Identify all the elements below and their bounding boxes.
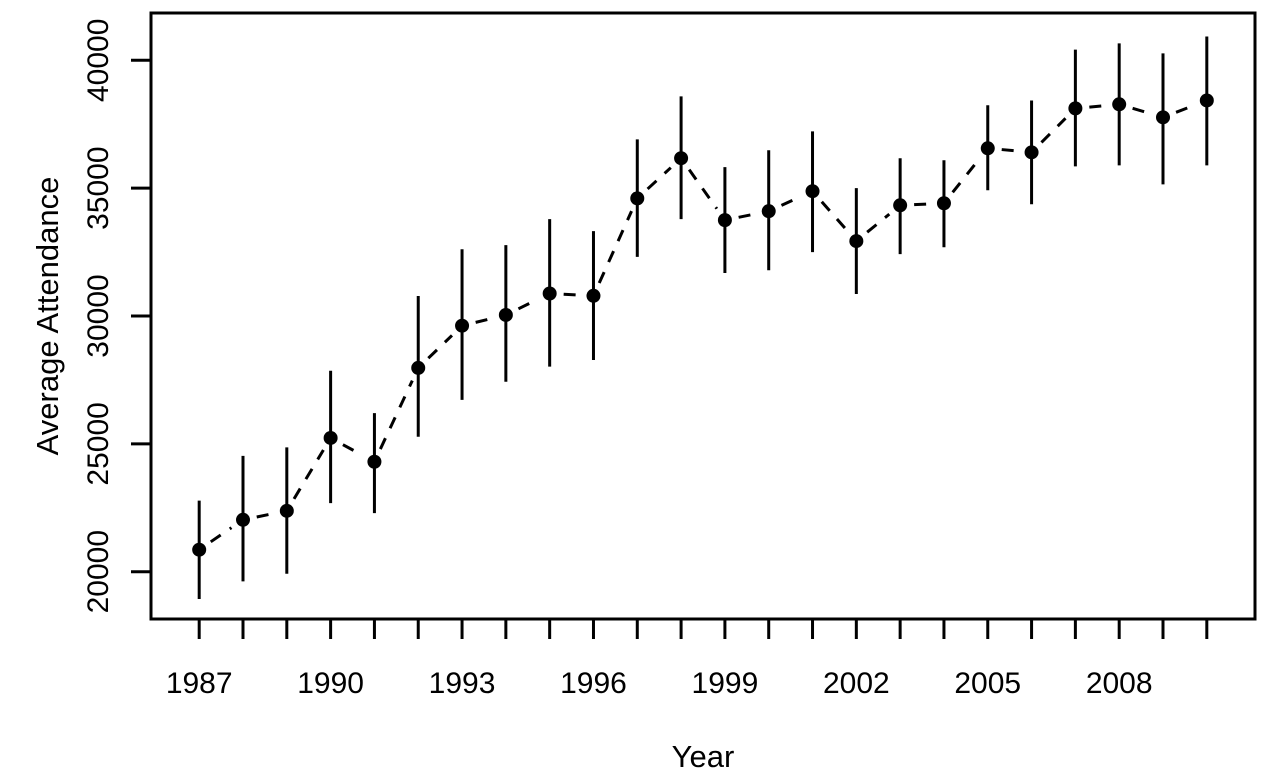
series-segment [563, 292, 580, 297]
data-point [455, 318, 470, 333]
data-point [1112, 97, 1127, 112]
series-segment [517, 298, 538, 311]
series-segment [820, 200, 849, 232]
series-segment [1132, 106, 1151, 115]
y-axis-title: Average Attendance [30, 177, 65, 456]
data-point [893, 198, 908, 213]
data-point [236, 512, 250, 527]
error-bars-group [197, 36, 1209, 600]
series-segment [292, 449, 325, 500]
series-segment [342, 443, 363, 457]
series-segment [597, 210, 633, 284]
data-point [980, 141, 995, 156]
y-tick-label: 35000 [82, 146, 115, 229]
data-point [1156, 110, 1170, 125]
x-tick-label: 1990 [297, 667, 364, 700]
x-tick-label: 1996 [560, 667, 627, 700]
series-segment [378, 379, 414, 450]
data-point [805, 184, 820, 199]
data-point [630, 191, 645, 206]
series-segment [209, 526, 233, 544]
data-point [674, 151, 689, 166]
series-segment [951, 158, 981, 194]
series-segment [256, 512, 274, 519]
dashed-line-group [209, 104, 1195, 544]
y-tick-label: 40000 [82, 19, 115, 102]
y-tick-label: 20000 [82, 530, 115, 613]
data-point [1024, 145, 1039, 160]
plot-box [149, 11, 1257, 621]
data-point [761, 204, 776, 219]
x-tick-label: 1993 [429, 667, 496, 700]
x-axis-title: Year [672, 739, 735, 774]
x-tick-label: 1999 [692, 667, 759, 700]
data-point [1199, 93, 1214, 108]
data-point [542, 286, 557, 301]
series-segment [914, 202, 931, 207]
data-point [498, 307, 513, 322]
x-tick-label: 1987 [166, 667, 233, 700]
series-segment [1175, 104, 1195, 114]
series-segment [1001, 148, 1018, 153]
x-tick-label: 2005 [954, 667, 1021, 700]
series-segment [780, 195, 801, 207]
series-segment [427, 334, 454, 360]
series-segment [866, 212, 891, 234]
series-segment [687, 168, 719, 210]
series-segment [475, 316, 493, 324]
data-point [323, 430, 338, 445]
data-point [936, 196, 951, 211]
axes-group: 1987 1990 1993 1996 1999 2002 2005 2008 20000 250… [82, 11, 1257, 700]
y-tick-label: 30000 [82, 274, 115, 357]
x-tick-label: 2002 [823, 667, 890, 700]
series-segment [1040, 117, 1067, 144]
data-point [586, 288, 601, 303]
data-point [279, 503, 294, 518]
x-tick-label: 2008 [1086, 667, 1153, 700]
data-point [849, 234, 864, 249]
series-segment [738, 212, 756, 219]
y-tick-label: 25000 [82, 402, 115, 485]
data-points-group [192, 93, 1214, 557]
data-point [367, 454, 382, 469]
series-segment [1089, 104, 1106, 109]
series-segment [646, 166, 672, 191]
data-point [1068, 101, 1083, 116]
data-point [411, 360, 426, 375]
data-point [717, 213, 732, 228]
data-point [192, 542, 207, 557]
